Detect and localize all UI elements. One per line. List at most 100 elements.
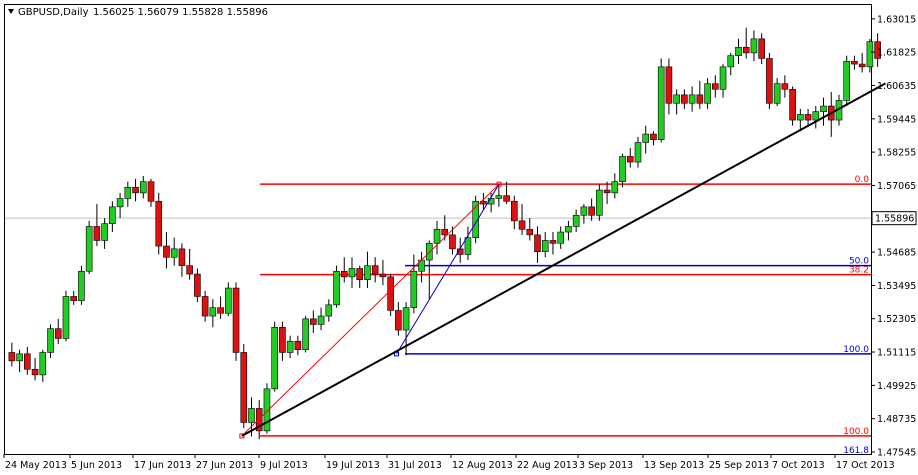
candle-body (402, 307, 410, 331)
candle-body (371, 265, 379, 275)
candle-body (85, 226, 93, 272)
candle-body (495, 195, 503, 199)
candle-body (116, 198, 124, 208)
candle-body (773, 83, 781, 104)
candle-body (186, 265, 193, 275)
candle-body (356, 268, 364, 280)
candle-body (433, 228, 441, 244)
fib-level-label: 50.0 (849, 257, 869, 267)
candle-body (549, 240, 557, 244)
time-tick-label: 13 Sep 2013 (644, 460, 704, 471)
candle-body (62, 296, 70, 339)
candle-body (735, 46, 742, 56)
candle-body (109, 206, 116, 224)
candle-body (588, 206, 595, 216)
candle-body (240, 352, 248, 423)
drawn-lines[interactable] (239, 82, 886, 439)
fib-level-label: 161.8 (843, 446, 869, 456)
price-tick-label: 1.58255 (877, 148, 916, 159)
candle-body (580, 206, 588, 216)
candle-body (155, 200, 163, 247)
candle-body (472, 200, 479, 238)
candle-body (139, 181, 147, 194)
candle-body (688, 94, 696, 104)
candle-body (634, 142, 642, 163)
ohlc-values: 1.56025 1.56079 1.55828 1.55896 (93, 7, 268, 18)
candle-body (596, 189, 603, 216)
candle-body (47, 328, 54, 353)
time-tick-label: 9 Jul 2013 (260, 460, 308, 471)
triangle-down-icon[interactable] (8, 9, 14, 14)
current-price-tag (871, 211, 917, 226)
price-axis[interactable]: 1.63015 1.61825 1.60635 1.59445 1.58255 1.570… (871, 14, 917, 459)
candle-body (727, 55, 735, 68)
candles (8, 27, 881, 440)
candle-body (132, 186, 139, 194)
candle-body (286, 340, 294, 353)
fib-level-label: 0.0 (855, 175, 870, 185)
candle-body (194, 273, 201, 297)
candle-body (812, 111, 820, 121)
candle-body (766, 58, 773, 104)
candle-body (54, 328, 62, 339)
time-tick-label: 17 Oct 2013 (836, 460, 895, 471)
candle-body (410, 270, 418, 308)
candle-body (348, 268, 356, 278)
current-price-label: 1.55896 (875, 214, 914, 225)
candle-body (201, 296, 209, 317)
candle-body (255, 408, 263, 432)
time-tick-label: 7 Oct 2013 (772, 460, 825, 471)
candle-body (16, 353, 23, 362)
candle-body (572, 214, 580, 227)
candle-body (93, 226, 101, 241)
fib-level-label: 100.0 (843, 427, 869, 437)
candle-body (874, 41, 881, 59)
candle-body (31, 368, 39, 376)
candle-body (781, 83, 789, 90)
candle-body (379, 273, 387, 278)
candle-body (217, 307, 224, 314)
candle-body (310, 318, 317, 325)
candle-body (619, 156, 626, 182)
candle-body (657, 66, 665, 140)
time-tick-label: 31 Jul 2013 (388, 460, 442, 471)
candle-body (843, 60, 851, 101)
candle-body (333, 270, 340, 306)
fib-level-label: 38.2 (849, 266, 869, 276)
time-axis[interactable]: 24 May 2013 5 Jun 2013 17 Jun 2013 27 Jun 2… (3, 454, 895, 471)
candle-body (340, 270, 348, 278)
candle-body (163, 245, 170, 258)
candle-body (39, 352, 47, 376)
candle-body (611, 181, 619, 194)
candle-body (302, 318, 309, 350)
candle-body (441, 228, 449, 236)
candle-body (232, 287, 240, 353)
candle-body (449, 234, 456, 250)
candle-body (170, 248, 178, 258)
price-tick-label: 1.51115 (877, 348, 916, 359)
candle-body (387, 276, 394, 311)
candle-body (820, 105, 827, 112)
candle-body (673, 94, 680, 104)
price-tick-label: 1.54685 (877, 248, 916, 259)
fib-blue-anchor-line[interactable] (396, 183, 500, 355)
candle-body (742, 46, 750, 54)
price-tick-label: 1.61825 (877, 48, 916, 59)
candle-body (101, 223, 108, 241)
candle-body (24, 353, 31, 370)
trendline[interactable] (241, 82, 886, 437)
fibonacci-levels[interactable]: 0.0 38.2 100.0 50.0 100.0 161.8 (260, 175, 871, 456)
fib-red-anchor-end[interactable] (496, 181, 502, 187)
candle-body (650, 133, 657, 140)
candle-body (789, 88, 796, 121)
time-tick-label: 3 Sep 2013 (579, 460, 633, 471)
fib-red-anchor-line[interactable] (241, 183, 500, 437)
time-tick-label: 17 Jun 2013 (134, 460, 191, 471)
candle-body (758, 38, 765, 59)
price-tick-label: 1.53495 (877, 281, 916, 292)
candle-body (704, 83, 711, 104)
candle-body (8, 352, 16, 362)
